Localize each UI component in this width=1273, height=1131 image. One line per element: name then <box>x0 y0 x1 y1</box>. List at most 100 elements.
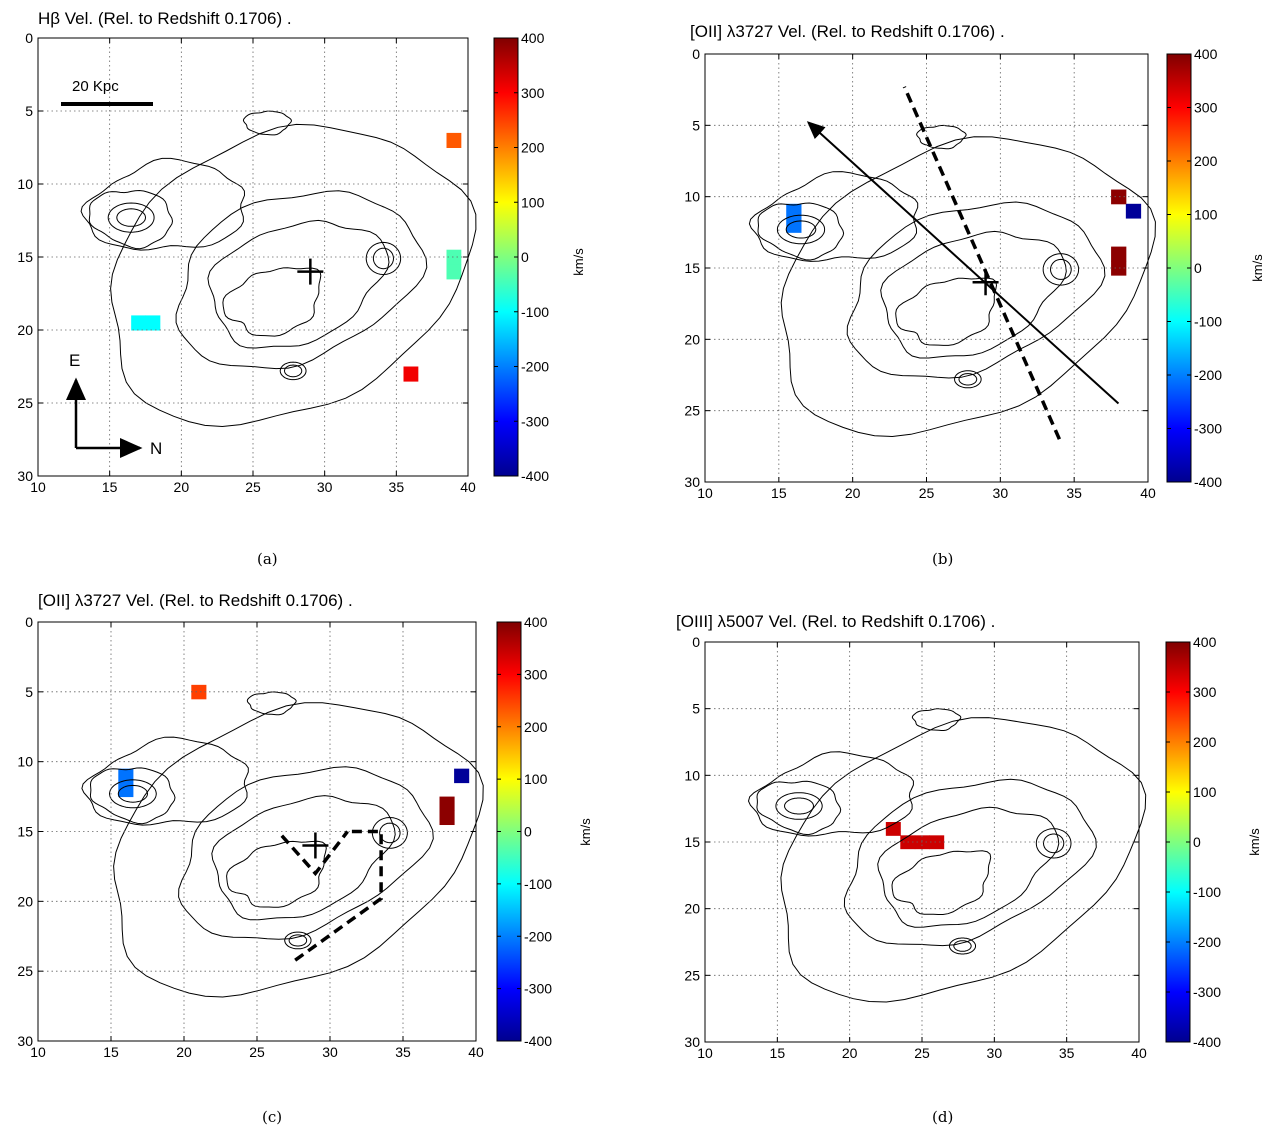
colorbar-tick-label: -100 <box>1194 314 1222 330</box>
panel-c-grid <box>38 622 476 1041</box>
x-tick-label: 40 <box>1140 485 1156 501</box>
isophote-contour <box>891 850 992 915</box>
panel-c-colorbar-ticks: 400 300 200 100 0 -100 -200 -300 -400 <box>497 614 552 1049</box>
y-tick-label: 15 <box>17 249 33 265</box>
y-tick-label: 25 <box>684 967 700 983</box>
isophote-contour <box>775 792 823 820</box>
heatmap-cell <box>145 315 161 331</box>
heatmap-cell <box>446 132 462 148</box>
x-tick-label: 10 <box>697 1045 713 1061</box>
colorbar-tick-label: 0 <box>524 824 532 840</box>
isophote-contour <box>958 373 978 386</box>
heatmap-cell <box>403 366 419 382</box>
panel-c-colorbar-label: km/s <box>578 818 593 846</box>
x-tick-label: 10 <box>30 1044 46 1060</box>
isophote-contour <box>877 806 1060 928</box>
colorbar-tick-label: -400 <box>521 468 549 484</box>
x-tick-label: 10 <box>697 485 713 501</box>
colorbar-tick-label: 400 <box>1193 634 1217 650</box>
heatmap-cell <box>1111 260 1127 276</box>
colorbar-tick-label: -300 <box>1193 984 1221 1000</box>
colorbar-tick-label: 400 <box>1194 46 1218 62</box>
isophote-contour <box>242 110 292 136</box>
colorbar-tick-label: -200 <box>1194 367 1222 383</box>
panel-d-colorbar: 400 300 200 100 0 -100 -200 -300 -400 km/s <box>1165 634 1262 1050</box>
y-tick-label: 30 <box>684 1034 700 1050</box>
isophote-contour <box>757 202 845 261</box>
isophote-contour <box>372 247 395 270</box>
heatmap-cell <box>131 315 146 331</box>
panel-d-title: [OIII] λ5007 Vel. (Rel. to Redshift 0.17… <box>676 612 995 631</box>
isophote-contour <box>107 202 155 233</box>
center-marker <box>297 258 324 285</box>
colorbar-tick-label: -300 <box>1194 421 1222 437</box>
colorbar-tick-label: 0 <box>1193 834 1201 850</box>
panel-a-y-ticks: 0 5 10 15 20 25 30 <box>17 30 468 484</box>
panel-d-x-ticks: 10 15 20 25 30 35 40 <box>697 642 1147 1061</box>
x-tick-label: 40 <box>468 1044 484 1060</box>
panel-c-overlay <box>280 829 383 963</box>
panel-c-contours <box>81 691 484 998</box>
y-tick-label: 20 <box>17 893 33 909</box>
isophote-contour <box>108 779 157 809</box>
panel-a-heatmap <box>131 132 462 382</box>
panel-b-grid <box>705 54 1148 482</box>
colorbar-tick-label: 200 <box>1193 734 1217 750</box>
y-tick-label: 30 <box>17 1033 33 1049</box>
panel-a-colorbar-ticks: 400 300 200 100 0 -100 -200 -300 -400 <box>494 30 549 484</box>
colorbar-tick-label: 300 <box>524 666 548 682</box>
x-tick-label: 10 <box>30 479 46 495</box>
colorbar-tick-label: 100 <box>1193 784 1217 800</box>
isophote-contour <box>288 934 308 947</box>
isophote-contour <box>916 124 967 150</box>
colorbar-tick-label: 200 <box>524 719 548 735</box>
panel-d-colorbar-ticks: 400 300 200 100 0 -100 -200 -300 -400 <box>1166 634 1221 1050</box>
heatmap-cell <box>1125 203 1142 219</box>
colorbar-tick-label: 100 <box>524 771 548 787</box>
colorbar-tick-label: 300 <box>521 85 545 101</box>
x-tick-label: 35 <box>395 1044 411 1060</box>
x-tick-label: 15 <box>770 1045 786 1061</box>
panel-d-y-ticks: 0 5 10 15 20 25 30 <box>684 634 1139 1050</box>
panel-b-title: [OII] λ3727 Vel. (Rel. to Redshift 0.170… <box>690 22 1005 41</box>
isophote-contour <box>211 795 396 921</box>
caption-c: (c) <box>262 1108 283 1126</box>
panel-c-title: [OII] λ3727 Vel. (Rel. to Redshift 0.170… <box>38 591 353 610</box>
panel-c-y-ticks: 0 5 10 15 20 25 30 <box>17 614 476 1049</box>
y-tick-label: 15 <box>684 834 700 850</box>
y-tick-label: 20 <box>17 322 33 338</box>
colorbar-tick-label: -300 <box>524 981 552 997</box>
colorbar-tick-label: 400 <box>524 614 548 630</box>
panel-b-colorbar: 400 300 200 100 0 -100 -200 -300 -400 km/s <box>1166 46 1265 490</box>
y-tick-label: 20 <box>684 901 700 917</box>
colorbar-tick-label: 400 <box>521 30 545 46</box>
colorbar-tick-label: 300 <box>1194 100 1218 116</box>
heatmap-cell <box>439 796 455 812</box>
heatmap-cell <box>786 218 802 233</box>
y-tick-label: 30 <box>684 474 700 490</box>
panel-a-colorbar-label: km/s <box>571 248 586 276</box>
colorbar-tick-label: -100 <box>524 876 552 892</box>
panel-c-x-ticks: 10 15 20 25 30 35 40 <box>30 622 484 1060</box>
y-tick-label: 10 <box>17 176 33 192</box>
x-tick-label: 35 <box>1059 1045 1075 1061</box>
colorbar-tick-label: 100 <box>1194 207 1218 223</box>
panel-b: [OII] λ3727 Vel. (Rel. to Redshift 0.170… <box>684 22 1265 501</box>
isophote-contour <box>747 751 914 837</box>
y-tick-label: 15 <box>684 260 700 276</box>
isophote-contour <box>1042 253 1080 286</box>
compass-east-label: E <box>69 351 80 370</box>
colorbar-tick-label: 300 <box>1193 684 1217 700</box>
isophote-contour <box>846 201 1106 379</box>
isophote-contour <box>748 171 919 262</box>
isophote-contour <box>178 766 434 940</box>
y-tick-label: 5 <box>25 684 33 700</box>
y-tick-label: 20 <box>684 331 700 347</box>
panel-c-axes: 10 15 20 25 30 35 40 0 5 10 15 20 25 30 <box>17 614 484 1060</box>
compass-north-label: N <box>150 439 162 458</box>
isophote-contour <box>953 940 972 952</box>
panel-b-y-ticks: 0 5 10 15 20 25 30 <box>684 46 1148 490</box>
isophote-contour <box>784 797 815 815</box>
isophote-contour <box>379 822 401 844</box>
panel-b-overlay <box>806 86 1120 440</box>
